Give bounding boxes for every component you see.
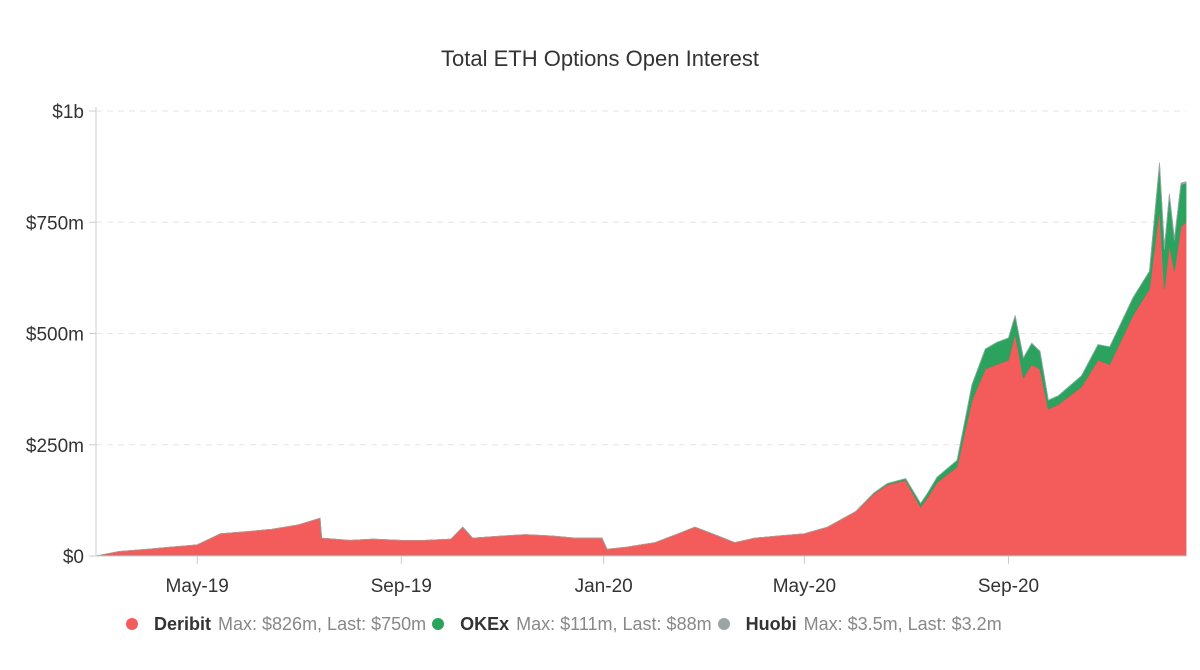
area-huobi [95,162,1187,557]
y-tick-label: $0 [63,547,84,568]
y-tick-label: $1b [52,102,84,123]
area-deribit [95,208,1187,557]
legend-item-huobi[interactable]: Huobi Max: $3.5m, Last: $3.2m [717,613,1002,635]
legend-series-stats: Max: $111m, Last: $88m [516,613,712,634]
legend-series-stats: Max: $826m, Last: $750m [218,613,427,634]
x-tick-label: May-19 [166,576,229,597]
y-tick-label: $500m [26,325,84,346]
legend: Deribit Max: $826m, Last: $750m OKEx Max: $… [126,611,1008,637]
x-tick-label: Sep-19 [371,576,432,597]
y-tick-label: $750m [26,213,84,234]
x-tick-label: Sep-20 [978,576,1039,597]
chart-title: Total ETH Options Open Interest [441,46,759,71]
legend-series-name: Deribit [154,613,212,634]
x-tick-label: May-20 [773,576,836,597]
gridlines [96,110,1186,446]
legend-series-name: Huobi [745,613,797,634]
legend-item-deribit[interactable]: Deribit Max: $826m, Last: $750m [126,614,426,635]
x-tick-label: Jan-20 [575,576,633,597]
legend-marker [126,618,138,630]
y-tick-label: $250m [26,436,84,457]
legend-marker [717,618,730,630]
legend-series-stats: Max: $3.5m, Last: $3.2m [803,613,1002,634]
legend-series-name: OKEx [460,613,510,634]
legend-marker [432,618,445,630]
axes: $0 $250m $500m $750m $1b May-19 Sep-19 Jan-20 Ma… [26,102,1186,597]
legend-item-okex[interactable]: OKEx Max: $111m, Last: $88m [432,613,712,635]
